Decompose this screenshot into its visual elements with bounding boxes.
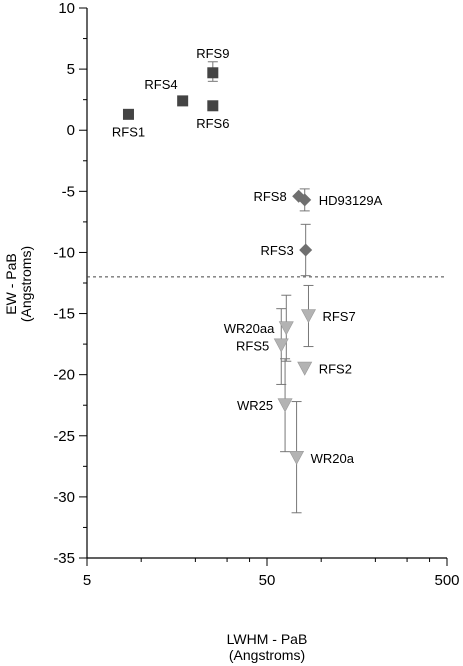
error-bars — [207, 61, 314, 514]
point-wr25 — [277, 398, 293, 413]
label-rfs2: RFS2 — [319, 362, 352, 377]
label-wr20aa: WR20aa — [224, 321, 275, 336]
label-rfs4: RFS4 — [144, 77, 177, 92]
point-rfs3 — [299, 243, 313, 257]
data-points — [122, 67, 316, 465]
y-axis-title-line-1: EW - PaB — [3, 253, 19, 314]
label-rfs8: RFS8 — [253, 189, 286, 204]
point-labels: RFS1 RFS4 RFS9 RFS6 RFS8 HD93129A RFS3 WR20aa RF… — [112, 46, 383, 466]
label-wr20a: WR20a — [311, 451, 355, 466]
y-tick-label: -30 — [53, 489, 75, 506]
y-axis-title-line-2: (Angstroms) — [18, 246, 34, 322]
y-tick-label: -15 — [53, 306, 75, 323]
label-rfs6: RFS6 — [196, 116, 229, 131]
label-rfs3: RFS3 — [260, 243, 293, 258]
point-rfs5 — [273, 338, 289, 353]
y-tick-label: -5 — [62, 183, 75, 200]
point-rfs6 — [207, 100, 219, 112]
point-wr20a — [289, 450, 305, 465]
label-hd93129a: HD93129A — [319, 193, 383, 208]
y-tick-label: 0 — [67, 122, 75, 139]
x-tick-label: 500 — [434, 572, 459, 589]
point-rfs7 — [300, 309, 316, 324]
y-tick-label: -25 — [53, 428, 75, 445]
point-rfs2 — [297, 361, 313, 376]
axes: -35 -30 -25 -20 -15 -10 -5 0 5 10 5 50 500 — [53, 0, 459, 589]
x-tick-label: 5 — [83, 572, 91, 589]
point-rfs1 — [122, 108, 134, 120]
y-tick-label: 5 — [67, 61, 75, 78]
y-tick-label: -10 — [53, 244, 75, 261]
x-tick-label: 50 — [259, 572, 276, 589]
label-wr25: WR25 — [237, 398, 273, 413]
point-rfs4 — [177, 95, 189, 107]
label-rfs7: RFS7 — [322, 309, 355, 324]
label-rfs9: RFS9 — [196, 46, 229, 61]
x-axis-title-line-2: (Angstroms) — [229, 647, 305, 663]
y-tick-label: 10 — [58, 0, 75, 17]
point-rfs9 — [207, 67, 219, 79]
x-axis-title-line-1: LWHM - PaB — [227, 631, 308, 647]
y-tick-label: -20 — [53, 367, 75, 384]
point-wr20aa — [278, 321, 294, 336]
label-rfs1: RFS1 — [112, 124, 145, 139]
point-hd93129a — [298, 193, 312, 207]
label-rfs5: RFS5 — [236, 338, 269, 353]
y-tick-label: -35 — [53, 550, 75, 567]
